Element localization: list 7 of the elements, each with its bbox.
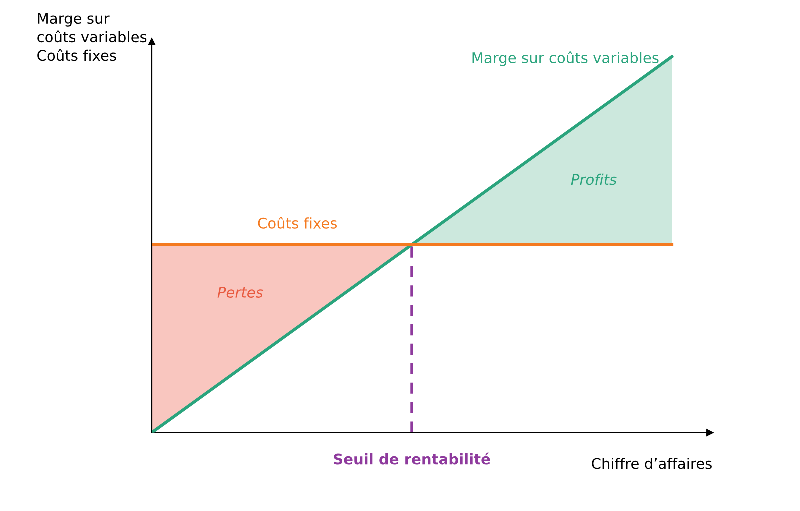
series-label: Coûts fixes	[258, 217, 338, 229]
y-axis-title: Marge sur coûts variables Coûts fixes	[38, 13, 147, 62]
annotation: Pertes	[218, 287, 264, 298]
series-label: Marge sur coûts variables	[472, 52, 659, 66]
annotation: Profits	[571, 174, 617, 186]
x-axis-title: Chiffre d’affaires	[592, 458, 712, 470]
text: Seuil de rentabilité	[334, 452, 490, 465]
